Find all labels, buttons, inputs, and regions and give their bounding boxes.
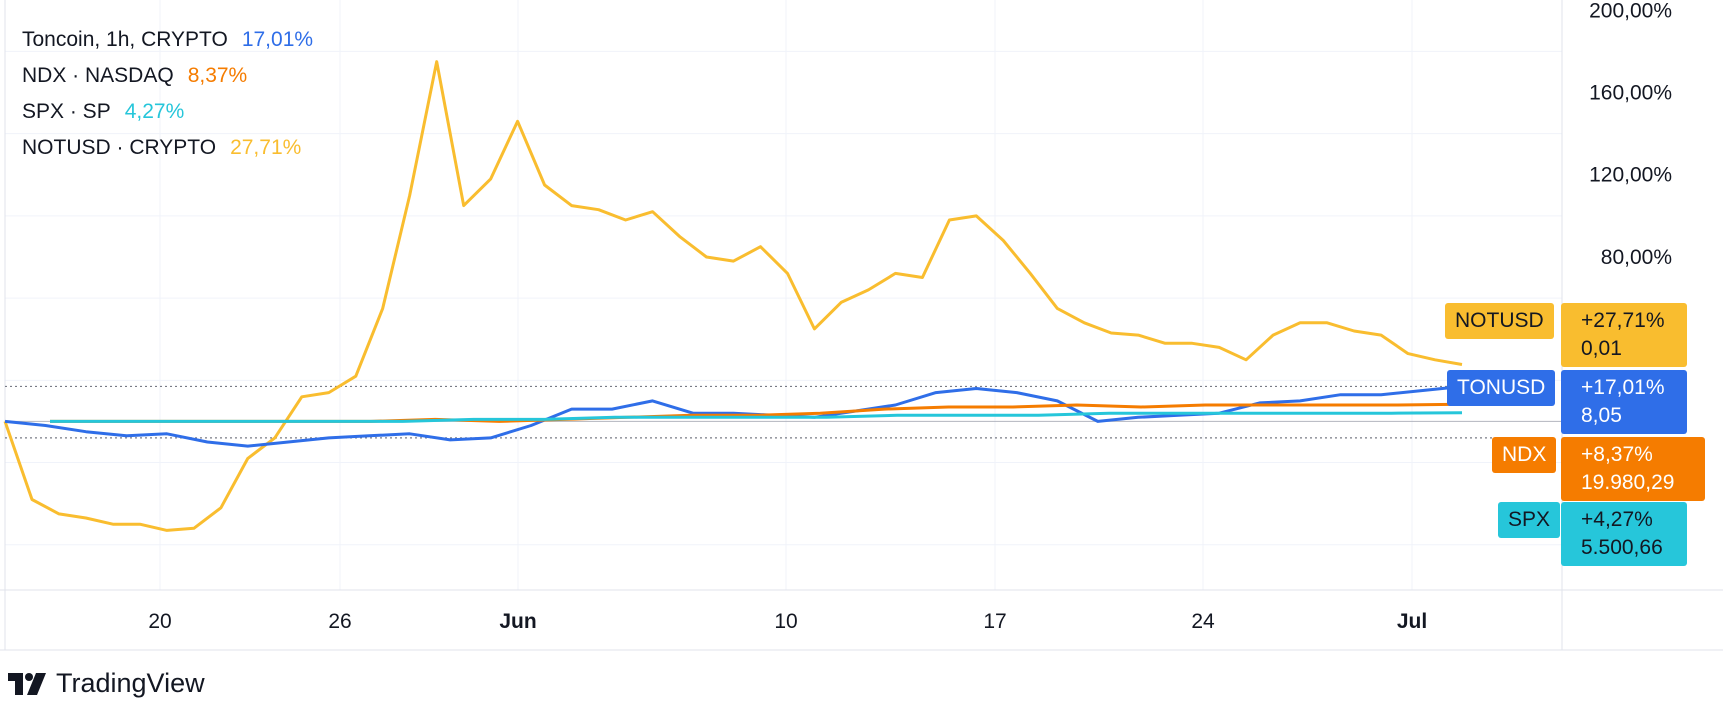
price-change: +17,01% [1581, 376, 1665, 399]
legend-value: 8,37% [187, 64, 248, 87]
chart-legend: Toncoin, 1h, CRYPTO 17,01% NDX · NASDAQ 8,… [22, 22, 313, 166]
x-tick-label: Jun [499, 610, 536, 633]
y-tick-label: 200,00% [1589, 0, 1672, 22]
y-tick-label: 160,00% [1589, 82, 1672, 105]
tradingview-icon [8, 672, 46, 695]
series-lines [3, 60, 1463, 532]
legend-value: 4,27% [124, 100, 185, 123]
price-tag-notusd: NOTUSD [1445, 303, 1554, 339]
legend-item-notusd[interactable]: NOTUSD · CRYPTO 27,71% [22, 130, 313, 166]
y-tick-label: 80,00% [1601, 246, 1672, 269]
price-tag-tonusd: TONUSD [1447, 370, 1556, 406]
grid-lines [5, 0, 1562, 590]
legend-symbol: SPX · SP [22, 100, 111, 123]
price-value: 5.500,66 [1581, 536, 1663, 559]
x-tick-label: 17 [983, 610, 1006, 633]
x-tick-label: 24 [1191, 610, 1215, 633]
x-tick-label: 20 [148, 610, 171, 633]
x-tick-label: Jul [1397, 610, 1427, 633]
legend-symbol: NOTUSD · CRYPTO [22, 136, 217, 159]
series-line-notusd [3, 60, 1463, 532]
price-change: +8,37% [1581, 443, 1653, 466]
price-value: 0,01 [1581, 337, 1622, 360]
y-axis-ticks: 80,00% 120,00% 160,00% 200,00% [1589, 0, 1672, 269]
price-box-ndx: +8,37% 19.980,29 [1561, 437, 1705, 501]
legend-symbol: Toncoin, 1h, CRYPTO [22, 28, 228, 51]
x-tick-label: 26 [328, 610, 351, 633]
legend-item-spx[interactable]: SPX · SP 4,27% [22, 94, 313, 130]
price-box-notusd: +27,71% 0,01 [1561, 303, 1687, 367]
price-box-spx: +4,27% 5.500,66 [1561, 502, 1687, 566]
y-tick-label: 120,00% [1589, 164, 1672, 187]
brand-name: TradingView [56, 668, 205, 698]
price-change: +27,71% [1581, 309, 1665, 332]
x-axis-ticks: 20 26 Jun 10 17 24 Jul [148, 610, 1427, 633]
price-value: 19.980,29 [1581, 471, 1675, 494]
axes [0, 0, 1723, 651]
price-change: +4,27% [1581, 508, 1653, 531]
price-value: 8,05 [1581, 404, 1622, 427]
legend-value: 27,71% [230, 136, 302, 159]
tradingview-logo[interactable]: TradingView [8, 668, 205, 699]
x-tick-label: 10 [774, 610, 797, 633]
legend-value: 17,01% [241, 28, 314, 51]
price-tag-ndx: NDX [1492, 437, 1557, 473]
series-line-spx [50, 411, 1463, 423]
legend-symbol: NDX · NASDAQ [22, 64, 174, 87]
price-box-tonusd: +17,01% 8,05 [1561, 370, 1687, 434]
price-tag-spx: SPX [1498, 502, 1561, 538]
legend-item-toncoin[interactable]: Toncoin, 1h, CRYPTO 17,01% [22, 22, 313, 58]
legend-item-ndx[interactable]: NDX · NASDAQ 8,37% [22, 58, 313, 94]
